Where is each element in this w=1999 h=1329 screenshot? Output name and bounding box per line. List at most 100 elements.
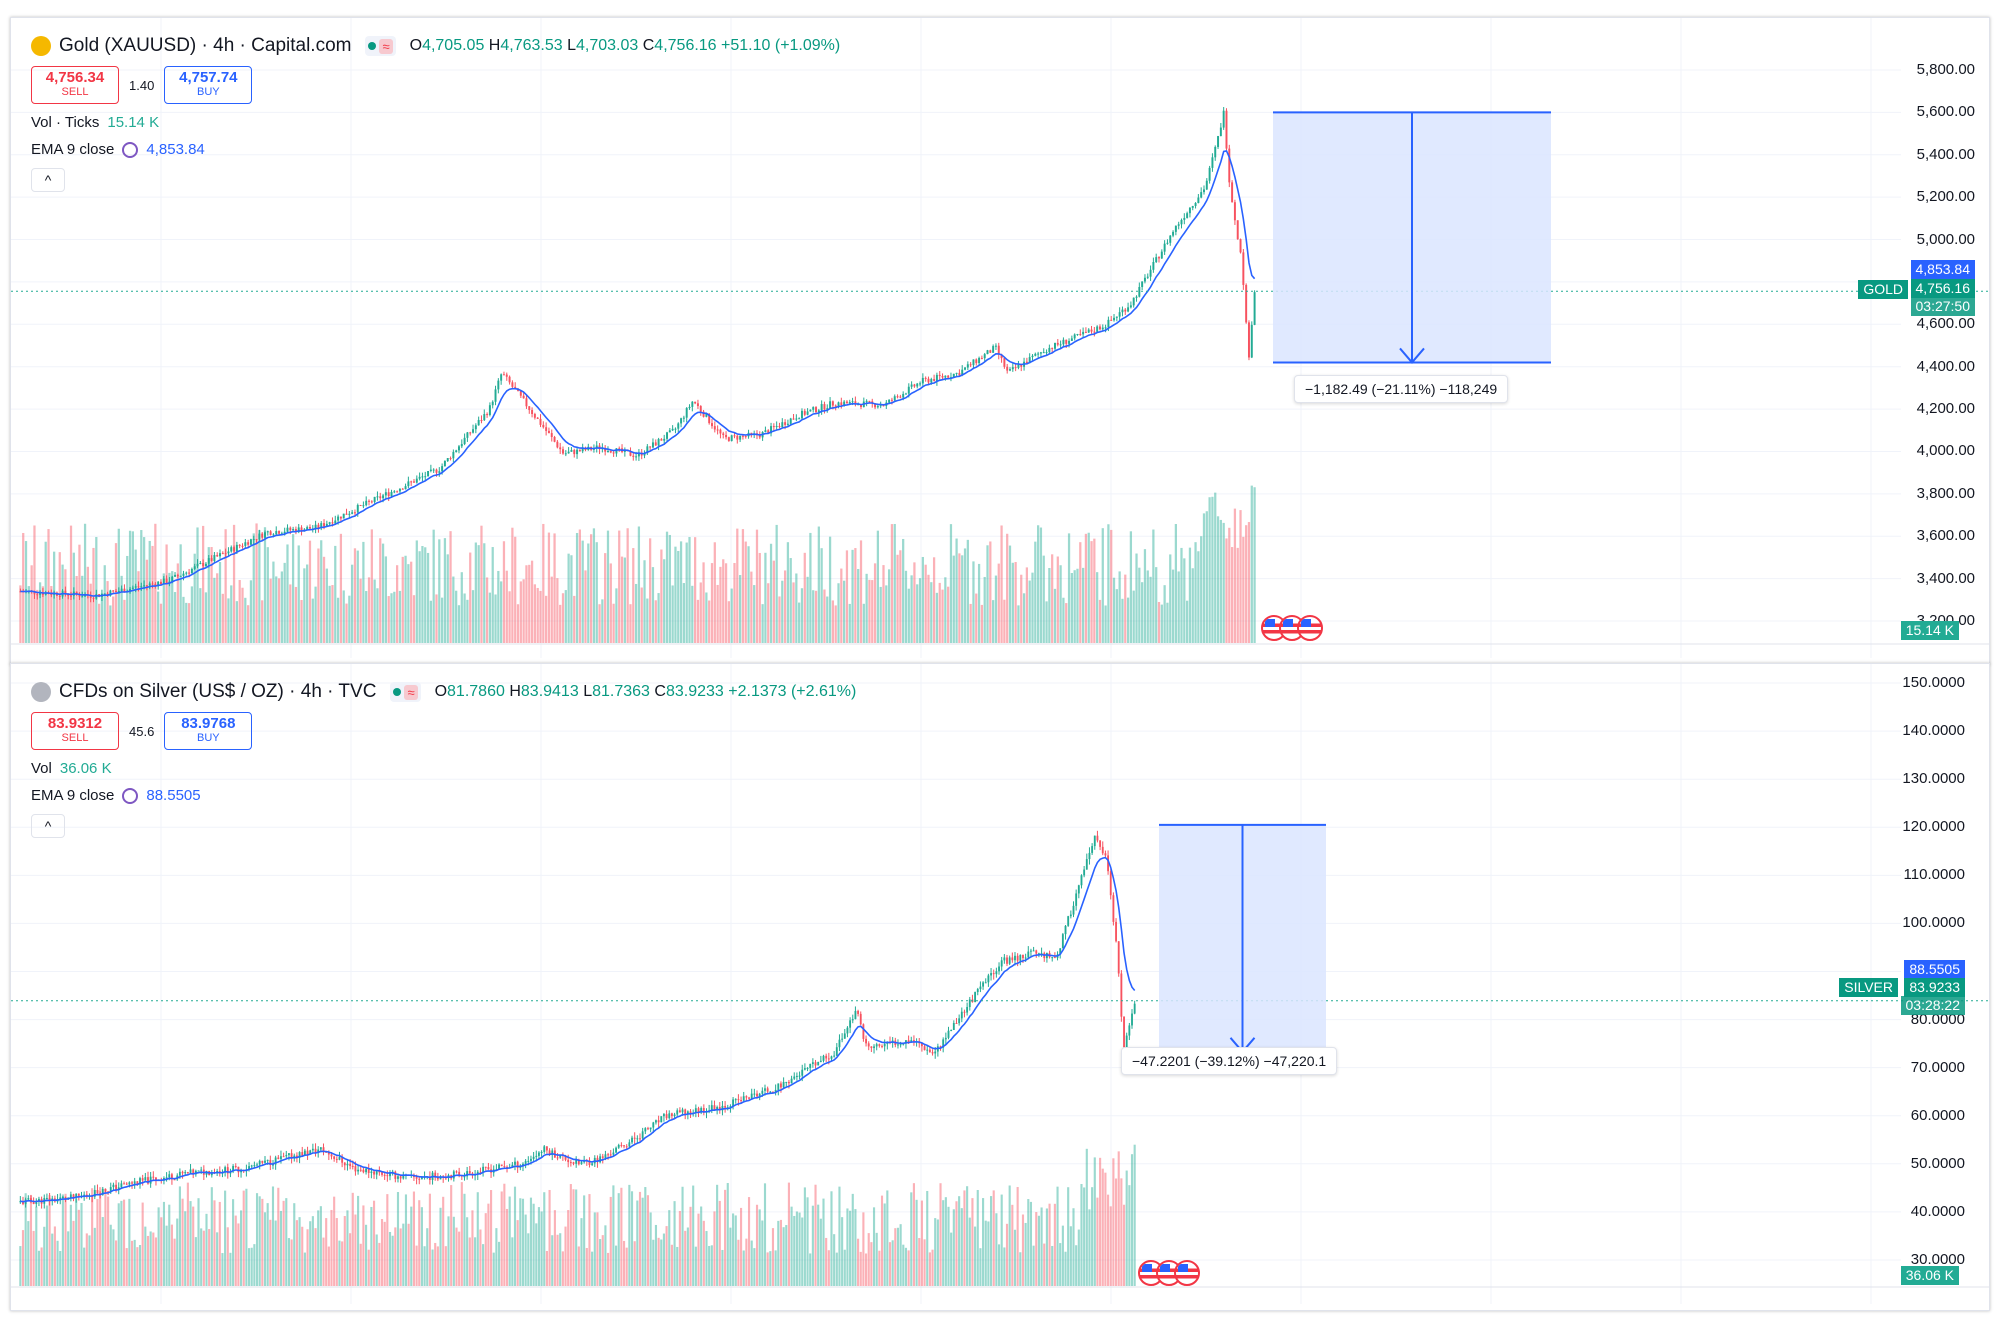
volume-bar <box>45 1205 48 1286</box>
collapse-legend-button[interactable]: ^ <box>31 168 65 192</box>
gold-chart-canvas[interactable] <box>11 18 1990 665</box>
market-status[interactable]: ≈ <box>390 682 421 702</box>
candle-body <box>1027 951 1030 958</box>
candle-body <box>323 523 326 527</box>
silver-buy-button[interactable]: 83.9768 BUY <box>164 712 253 750</box>
volume-bar <box>381 543 385 643</box>
silver-ema-indicator[interactable]: EMA 9 close 88.5505 <box>31 787 856 804</box>
volume-bar <box>873 563 877 643</box>
volume-bar <box>346 1210 349 1286</box>
volume-bar <box>793 1215 796 1286</box>
candle-body <box>926 1049 929 1051</box>
volume-bar <box>93 1227 96 1286</box>
volume-bar <box>907 1250 910 1286</box>
gold-volume-indicator[interactable]: Vol · Ticks 15.14 K <box>31 114 840 131</box>
volume-bar <box>876 530 879 643</box>
volume-bar <box>599 1239 602 1286</box>
volume-bar <box>519 1198 522 1286</box>
volume-bar <box>359 578 362 643</box>
candle-body <box>349 1163 352 1166</box>
volume-bar <box>1107 1194 1110 1286</box>
volume-bar <box>159 603 163 643</box>
volume-bar <box>436 1246 439 1286</box>
candle-body <box>531 410 534 414</box>
gold-title[interactable]: Gold (XAUUSD) · 4h · Capital.com <box>59 35 352 56</box>
candle-body <box>545 1146 548 1151</box>
volume-bar <box>927 574 930 643</box>
candle-body <box>944 1037 947 1040</box>
us-flag-icon[interactable] <box>1297 615 1323 641</box>
candle-body <box>104 1188 107 1192</box>
candle-body <box>381 1172 383 1175</box>
silver-chart-canvas[interactable] <box>11 664 1990 1311</box>
candle-body <box>631 1137 633 1143</box>
volume-bar <box>1135 553 1138 643</box>
volume-bar <box>1067 1187 1070 1286</box>
gold-chart-pane[interactable]: Gold (XAUUSD) · 4h · Capital.com ≈ O4,70… <box>10 17 1990 665</box>
candle-body <box>572 1162 575 1164</box>
volume-bar <box>1110 529 1113 643</box>
volume-bar <box>995 1213 998 1286</box>
volume-bar <box>882 565 885 643</box>
candle-body <box>992 973 995 975</box>
candle-body <box>786 423 789 425</box>
volume-bar <box>457 605 461 643</box>
candle-body <box>418 476 421 479</box>
volume-bar <box>1072 1208 1075 1286</box>
volume-bar <box>843 580 846 643</box>
gold-ema-indicator[interactable]: EMA 9 close 4,853.84 <box>31 141 840 158</box>
candle-body <box>678 1110 681 1113</box>
candle-body <box>171 576 174 582</box>
candle-body <box>806 411 809 415</box>
volume-bar <box>1022 593 1026 643</box>
candle-body <box>482 1166 485 1173</box>
volume-bar <box>801 1217 804 1286</box>
candle-body <box>905 393 907 395</box>
volume-bar <box>182 596 185 643</box>
volume-bar <box>32 1230 35 1286</box>
candle-body <box>986 350 989 355</box>
candle-body <box>1205 180 1208 190</box>
silver-event-flags[interactable] <box>1138 1260 1200 1286</box>
volume-bar <box>171 571 174 643</box>
us-flag-icon[interactable] <box>1174 1260 1200 1286</box>
silver-chart-pane[interactable]: CFDs on Silver (US$ / OZ) · 4h · TVC ≈ O… <box>10 663 1990 1311</box>
volume-bar <box>879 586 882 643</box>
candle-body <box>798 418 801 420</box>
silver-sell-button[interactable]: 83.9312 SELL <box>31 712 119 750</box>
gold-sell-button[interactable]: 4,756.34 SELL <box>31 66 119 104</box>
volume-bar <box>890 524 894 643</box>
volume-bar <box>61 1194 64 1286</box>
volume-bar <box>854 548 857 643</box>
candle-body <box>170 1174 173 1180</box>
candle-body <box>255 539 258 541</box>
candle-body <box>342 513 345 519</box>
volume-bar <box>1083 1187 1086 1286</box>
market-status[interactable]: ≈ <box>365 36 396 56</box>
volume-bar <box>551 1235 554 1286</box>
volume-bar <box>383 1221 386 1286</box>
volume-bar <box>1014 562 1017 643</box>
candle-body <box>407 481 410 487</box>
volume-bar <box>1143 549 1147 643</box>
gold-event-flags[interactable] <box>1261 615 1323 641</box>
volume-bar <box>820 548 823 643</box>
volume-bar <box>809 532 812 643</box>
collapse-legend-button[interactable]: ^ <box>31 814 65 838</box>
candle-body <box>1003 957 1006 961</box>
silver-volume-indicator[interactable]: Vol 36.06 K <box>31 760 856 777</box>
candle-body <box>85 1194 88 1196</box>
volume-bar <box>537 1207 541 1286</box>
candle-body <box>1076 334 1079 336</box>
gold-buy-button[interactable]: 4,757.74 BUY <box>164 66 253 104</box>
gold-change: +51.10 (+1.09%) <box>721 37 841 54</box>
volume-bar <box>67 1231 70 1286</box>
volume-bar <box>107 1196 110 1286</box>
volume-bar <box>838 1186 841 1286</box>
silver-title[interactable]: CFDs on Silver (US$ / OZ) · 4h · TVC <box>59 681 377 702</box>
volume-bar <box>30 565 33 643</box>
volume-bar <box>336 597 340 643</box>
volume-bar <box>891 1240 894 1286</box>
volume-bar <box>633 1241 636 1286</box>
gold-buy-price: 4,757.74 <box>179 69 238 86</box>
